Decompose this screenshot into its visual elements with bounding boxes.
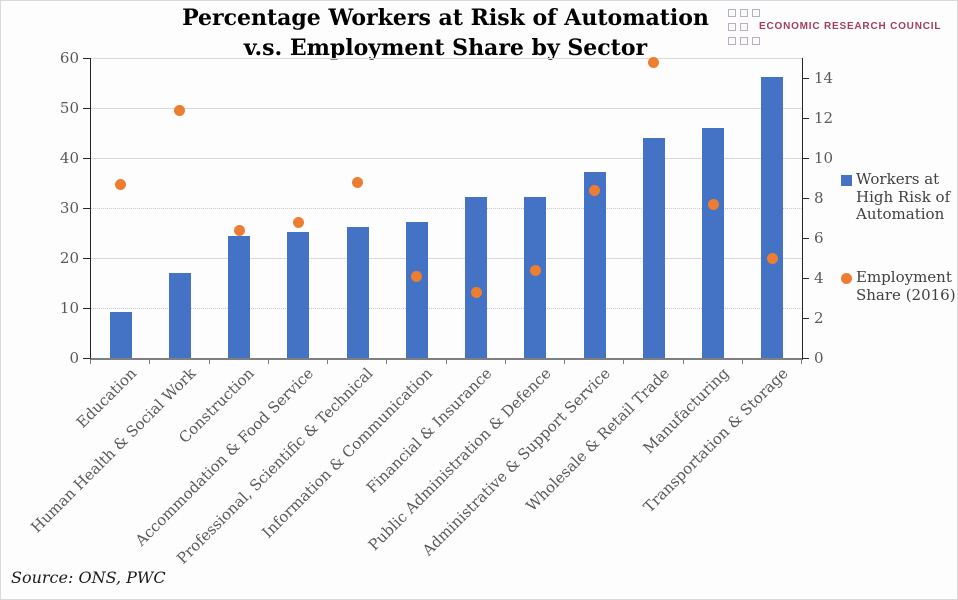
logo-square-icon: [728, 22, 736, 31]
x-axis-tickmark: [90, 360, 91, 364]
right-axis-tick-label: 2: [814, 309, 824, 327]
right-axis-tickmark: [802, 78, 809, 79]
bar-10: [702, 127, 725, 358]
x-axis-tickmark: [267, 360, 269, 364]
orange-dot-legend-icon: [841, 273, 852, 284]
erc-logo-row: [728, 36, 941, 45]
right-axis-tick-label: 8: [814, 189, 824, 207]
right-axis-tick-label: 12: [814, 109, 834, 127]
left-axis-tickmark: [83, 158, 90, 159]
right-axis-tick-label: 0: [814, 349, 824, 367]
right-axis-tickmark: [802, 278, 809, 279]
dot-6: [470, 286, 482, 298]
dot-2: [233, 224, 245, 236]
x-axis-tickmark: [504, 360, 506, 364]
dot-5: [411, 270, 423, 282]
bar-11: [761, 77, 784, 358]
dot-8: [589, 184, 601, 196]
logo-square-icon: [740, 36, 748, 45]
right-axis-tick-label: 4: [814, 269, 824, 287]
dot-7: [529, 264, 541, 276]
chart-title-line2: v.s. Employment Share by Sector: [243, 35, 648, 61]
left-axis-tickmark: [83, 258, 90, 259]
dot-1: [174, 104, 186, 116]
x-axis-tickmark: [386, 360, 388, 364]
erc-logo-text: ECONOMIC RESEARCH COUNCIL: [759, 21, 942, 32]
legend-item-employment-share: Employment Share (2016): [841, 268, 956, 304]
right-axis-tickmark: [802, 318, 809, 319]
gridline: [91, 308, 802, 309]
logo-square-icon: [752, 8, 760, 17]
bar-2: [228, 236, 251, 358]
erc-logo-row: [728, 8, 941, 17]
left-axis-tick-label: 40: [59, 149, 79, 167]
right-axis-tickmark: [802, 118, 809, 119]
logo-square-icon: [740, 8, 748, 17]
bar-6: [465, 197, 488, 358]
dot-3: [292, 216, 304, 228]
x-axis-tickmark: [623, 360, 625, 364]
chart-title-line1: Percentage Workers at Risk of Automation: [182, 5, 709, 31]
plot-area: [90, 56, 803, 360]
legend-label: Workers at High Risk of Automation: [856, 170, 951, 223]
right-axis-tickmark: [802, 358, 809, 359]
legend-item-workers-at-high-risk: Workers at High Risk of Automation: [841, 170, 956, 224]
bar-4: [346, 227, 369, 358]
right-axis-tick-label: 10: [814, 149, 834, 167]
x-axis-tickmark: [327, 360, 328, 364]
x-axis-tickmark: [208, 360, 210, 364]
logo-square-icon: [728, 8, 736, 17]
left-axis-tick-label: 50: [59, 99, 79, 117]
source-note: Source: ONS, PWC: [11, 568, 166, 587]
dot-10: [707, 198, 719, 210]
bar-7: [524, 196, 547, 358]
dot-11: [766, 252, 778, 264]
gridline: [91, 158, 802, 159]
left-axis-tick-label: 10: [59, 299, 79, 317]
x-axis-tickmark: [149, 360, 151, 364]
x-axis-tickmark: [682, 360, 684, 364]
bar-5: [405, 222, 428, 358]
x-axis-tickmark: [564, 360, 565, 364]
x-axis-tickmark: [445, 360, 447, 364]
left-axis-tickmark: [83, 308, 90, 309]
logo-square-icon: [752, 36, 760, 45]
left-axis-tick-label: 60: [59, 49, 79, 67]
gridline: [91, 208, 802, 209]
gridline: [91, 58, 802, 59]
left-axis-tickmark: [83, 358, 90, 359]
bar-3: [287, 232, 310, 358]
gridline: [91, 258, 802, 259]
legend-label: Employment Share (2016): [856, 268, 956, 304]
right-axis-tickmark: [802, 158, 809, 159]
erc-logo: ECONOMIC RESEARCH COUNCIL: [728, 8, 941, 50]
dot-0: [115, 178, 127, 190]
left-axis-tickmark: [83, 58, 90, 59]
dot-4: [352, 176, 364, 188]
chart-title: Percentage Workers at Risk of Automation…: [90, 5, 801, 61]
erc-logo-row: ECONOMIC RESEARCH COUNCIL: [728, 21, 942, 32]
left-axis-tickmark: [83, 208, 90, 209]
left-axis-tick-label: 0: [69, 349, 79, 367]
dot-9: [648, 56, 660, 68]
left-axis-tick-label: 30: [59, 199, 79, 217]
x-axis-tickmark: [801, 360, 802, 364]
bar-9: [642, 137, 665, 358]
bar-1: [168, 272, 191, 358]
bar-0: [109, 312, 132, 358]
left-axis-tickmark: [83, 108, 90, 109]
x-axis-tickmark: [741, 360, 743, 364]
bar-8: [583, 172, 606, 358]
right-axis-tick-label: 14: [814, 69, 834, 87]
gridline: [91, 108, 802, 109]
logo-square-icon: [728, 36, 736, 45]
right-axis-tickmark: [802, 198, 809, 199]
logo-square-icon: [740, 22, 748, 31]
right-axis-tick-label: 6: [814, 229, 824, 247]
left-axis-tick-label: 20: [59, 249, 79, 267]
blue-square-legend-icon: [841, 175, 852, 186]
right-axis-tickmark: [802, 238, 809, 239]
